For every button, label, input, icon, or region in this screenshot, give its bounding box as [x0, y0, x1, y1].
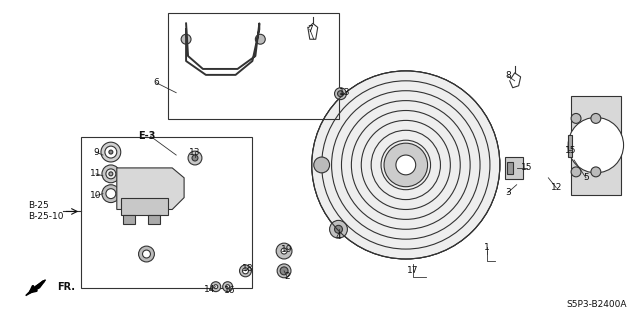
Text: 9: 9	[93, 148, 99, 157]
Text: 10: 10	[90, 191, 102, 200]
Circle shape	[280, 267, 288, 275]
Circle shape	[330, 220, 348, 238]
Bar	[168, 12, 339, 119]
Text: 15: 15	[565, 145, 577, 155]
Circle shape	[143, 250, 150, 258]
Text: 18: 18	[242, 264, 253, 273]
Text: 13: 13	[189, 148, 201, 157]
Circle shape	[106, 189, 116, 199]
Text: B-25-10: B-25-10	[28, 212, 63, 221]
Circle shape	[568, 117, 623, 173]
Text: 7: 7	[307, 25, 313, 34]
Text: E-3: E-3	[139, 131, 156, 141]
Circle shape	[214, 285, 218, 289]
Circle shape	[255, 34, 265, 44]
Text: 15: 15	[521, 163, 532, 172]
Bar	[81, 137, 252, 288]
Circle shape	[105, 146, 116, 158]
Text: 8: 8	[505, 71, 511, 80]
Circle shape	[188, 151, 202, 165]
Bar	[148, 215, 161, 224]
Text: 13: 13	[339, 88, 350, 97]
Circle shape	[109, 172, 113, 176]
Circle shape	[106, 169, 116, 179]
Bar	[568, 135, 572, 157]
Circle shape	[223, 282, 232, 292]
Circle shape	[571, 167, 581, 177]
Text: 1: 1	[484, 242, 490, 252]
Polygon shape	[116, 168, 184, 210]
Text: S5P3-B2400A: S5P3-B2400A	[566, 300, 627, 309]
Circle shape	[337, 91, 344, 97]
Polygon shape	[26, 280, 45, 296]
Text: 3: 3	[505, 188, 511, 197]
Circle shape	[335, 225, 342, 233]
Circle shape	[181, 34, 191, 44]
Circle shape	[281, 248, 287, 254]
Circle shape	[335, 88, 346, 100]
Circle shape	[226, 285, 230, 289]
Circle shape	[276, 243, 292, 259]
Bar	[507, 162, 513, 174]
Text: 4: 4	[336, 232, 341, 241]
Text: FR.: FR.	[58, 282, 76, 292]
Circle shape	[102, 165, 120, 183]
Text: B-25: B-25	[28, 201, 49, 210]
Circle shape	[239, 265, 252, 277]
Text: 6: 6	[154, 78, 159, 87]
Circle shape	[192, 155, 198, 161]
Text: 19: 19	[282, 245, 292, 254]
Circle shape	[139, 246, 154, 262]
Circle shape	[243, 268, 248, 274]
Circle shape	[102, 185, 120, 203]
Circle shape	[314, 157, 330, 173]
Bar	[121, 197, 168, 215]
Text: 16: 16	[224, 286, 236, 295]
Bar	[571, 96, 621, 195]
Text: 2: 2	[284, 272, 290, 281]
Circle shape	[396, 155, 416, 175]
Circle shape	[571, 114, 581, 123]
Bar	[123, 215, 134, 224]
Text: 14: 14	[204, 285, 216, 294]
Bar	[505, 157, 523, 179]
Circle shape	[277, 264, 291, 278]
Text: 17: 17	[407, 266, 419, 275]
Circle shape	[211, 282, 221, 292]
Circle shape	[591, 167, 601, 177]
Circle shape	[312, 71, 500, 259]
Text: 11: 11	[90, 169, 102, 178]
Circle shape	[384, 143, 428, 187]
Text: 12: 12	[550, 183, 562, 192]
Circle shape	[109, 150, 113, 154]
Circle shape	[101, 142, 121, 162]
Text: 5: 5	[583, 173, 589, 182]
Circle shape	[591, 114, 601, 123]
